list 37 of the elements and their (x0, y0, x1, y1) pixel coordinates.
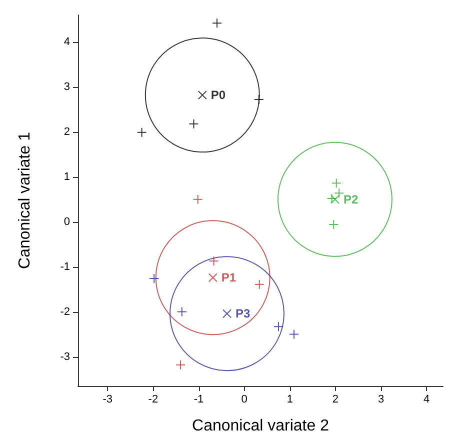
point (176, 360, 186, 370)
point (212, 18, 222, 28)
x-tick-label: -3 (102, 394, 113, 406)
y-axis-title: Canonical variate 1 (16, 132, 34, 269)
text: P1 (221, 270, 236, 285)
y-tick-label: 3 (64, 80, 70, 93)
text: P2 (344, 192, 359, 206)
point (274, 322, 284, 332)
x-tick-label: -2 (148, 394, 158, 406)
x-tick-label: 0 (241, 394, 248, 406)
point (254, 279, 264, 290)
point (136, 127, 147, 138)
text: P3 (236, 306, 251, 321)
y-tick-label: 1 (64, 170, 70, 183)
x-tick-label: 2 (332, 394, 339, 406)
y-tick-label: 2 (64, 126, 70, 138)
y-tick-label: -3 (60, 350, 70, 363)
point (331, 178, 342, 188)
point (326, 193, 337, 204)
point (334, 188, 344, 198)
x-tick-label: 1 (286, 394, 293, 406)
point (328, 220, 339, 230)
y-tick-label: 0 (64, 216, 70, 228)
x-tick-label: 4 (424, 394, 430, 406)
point (149, 274, 160, 284)
text: P0 (210, 88, 226, 102)
y-tick-label: -1 (60, 260, 70, 273)
point (188, 118, 199, 129)
x-tick-label: -1 (194, 394, 204, 406)
y-tick-label: -2 (60, 306, 70, 318)
point (192, 194, 203, 204)
point (288, 329, 299, 340)
point (208, 256, 219, 266)
x-axis-title: Canonical variate 2 (192, 418, 330, 434)
x-tick-label: 3 (378, 394, 384, 406)
point (176, 306, 187, 317)
y-tick-label: 4 (64, 36, 70, 48)
